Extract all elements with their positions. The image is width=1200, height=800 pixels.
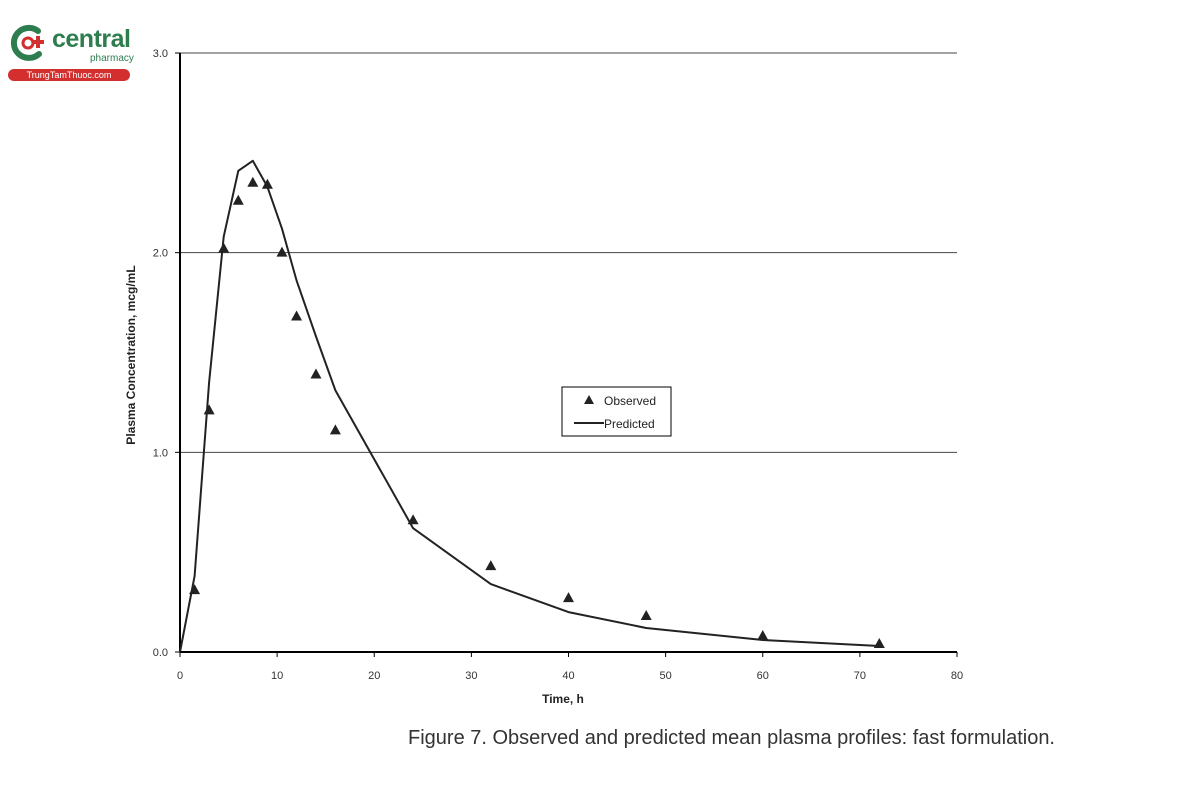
logo-brand-text: central: [52, 25, 131, 53]
observed-point: [203, 404, 215, 415]
x-axis-title: Time, h: [542, 692, 584, 706]
y-ticks: 0.0 1.0 2.0 3.0: [153, 48, 180, 659]
observed-point: [485, 560, 497, 571]
observed-point: [276, 246, 288, 257]
legend-box: [561, 386, 672, 437]
observed-point: [757, 630, 769, 641]
observed-point: [407, 514, 419, 525]
x-tick-label: 50: [660, 670, 672, 682]
central-pharmacy-logo: central pharmacy TrungTamThuoc.com: [6, 22, 134, 84]
legend-observed-marker: [584, 395, 594, 404]
y-tick-label: 3.0: [153, 48, 168, 60]
observed-point: [232, 194, 244, 205]
predicted-series: [179, 159, 880, 653]
gridlines: [180, 52, 957, 453]
x-tick-label: 20: [368, 670, 380, 682]
observed-point: [640, 610, 652, 621]
observed-point: [291, 310, 303, 321]
y-tick-label: 1.0: [153, 447, 168, 459]
observed-point: [563, 592, 574, 603]
x-ticks: 0 10 20 30 40 50 60 70 80: [177, 652, 963, 682]
legend-observed-label: Observed: [604, 394, 656, 408]
x-tick-label: 30: [465, 670, 477, 682]
observed-point: [189, 584, 201, 595]
y-axis-title: Plasma Concentration, mcg/mL: [124, 265, 138, 444]
observed-series: [189, 176, 885, 649]
legend-predicted-label: Predicted: [604, 417, 655, 431]
observed-point: [261, 178, 273, 189]
logo-site-text: TrungTamThuoc.com: [8, 69, 130, 81]
legend: Observed Predicted: [561, 386, 672, 437]
observed-point: [329, 424, 341, 435]
logo-mark-icon: [10, 24, 44, 61]
x-tick-label: 10: [271, 670, 283, 682]
x-tick-label: 0: [177, 670, 183, 682]
axes: [179, 53, 957, 653]
observed-point: [247, 176, 259, 187]
observed-point: [310, 368, 322, 379]
y-tick-label: 2.0: [153, 248, 168, 260]
observed-point: [218, 242, 230, 253]
logo-sub-text: pharmacy: [90, 53, 134, 64]
x-tick-label: 60: [757, 670, 769, 682]
x-tick-label: 80: [951, 670, 963, 682]
predicted-line: [179, 159, 880, 653]
figure-caption: Figure 7. Observed and predicted mean pl…: [408, 727, 1055, 749]
observed-point: [873, 638, 885, 649]
y-tick-label: 0.0: [153, 647, 168, 659]
x-tick-label: 40: [562, 670, 574, 682]
x-tick-label: 70: [854, 670, 866, 682]
